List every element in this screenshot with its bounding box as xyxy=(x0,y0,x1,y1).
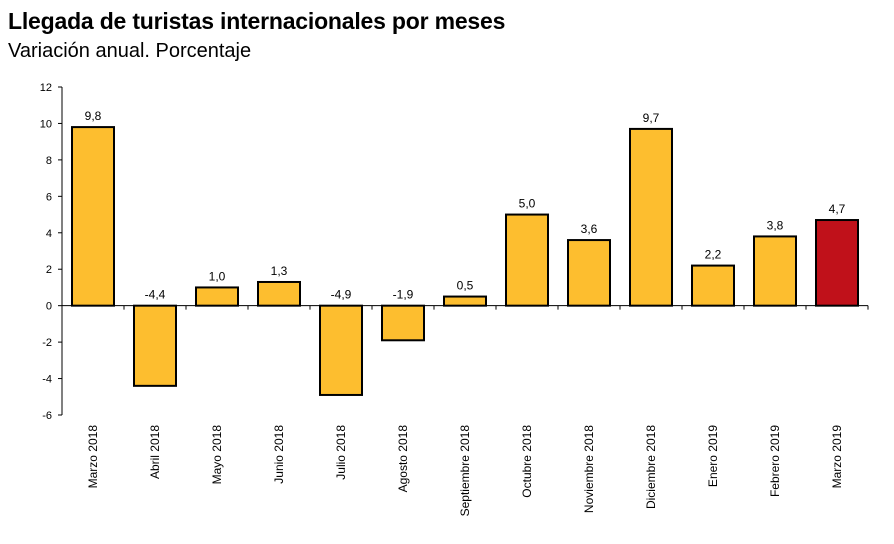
y-tick-label: 10 xyxy=(40,118,52,130)
data-label: -4,4 xyxy=(145,288,166,302)
data-label: 3,6 xyxy=(581,222,598,236)
data-label: 1,0 xyxy=(209,269,226,283)
y-tick-label: 0 xyxy=(46,301,52,313)
bar xyxy=(71,126,115,307)
bar xyxy=(691,264,735,307)
x-category-label: Mayo 2018 xyxy=(210,425,224,485)
x-category-label: Abril 2018 xyxy=(148,425,162,479)
y-tick-label: -6 xyxy=(42,410,52,422)
x-category-label: Enero 2019 xyxy=(706,425,720,487)
bar xyxy=(195,286,239,307)
data-label: -1,9 xyxy=(393,288,414,302)
bar xyxy=(629,127,673,307)
y-tick-label: -4 xyxy=(42,374,52,386)
y-tick-label: 12 xyxy=(40,82,52,94)
bar xyxy=(815,219,859,307)
bar xyxy=(133,304,177,387)
y-tick-label: -2 xyxy=(42,337,52,349)
data-label: 2,2 xyxy=(705,248,722,262)
x-category-label: Febrero 2019 xyxy=(768,425,782,497)
y-tick-label: 4 xyxy=(46,228,52,240)
y-tick-label: 6 xyxy=(46,191,52,203)
bar xyxy=(443,295,487,307)
chart-subtitle: Variación anual. Porcentaje xyxy=(8,40,252,62)
data-label: -4,9 xyxy=(331,288,352,302)
bar xyxy=(567,239,611,307)
y-tick-label: 2 xyxy=(46,264,52,276)
data-label: 9,8 xyxy=(85,109,102,123)
bar xyxy=(505,213,549,307)
data-label: 0,5 xyxy=(457,279,474,293)
x-category-label: Octubre 2018 xyxy=(520,425,534,498)
chart-title: Llegada de turistas internacionales por … xyxy=(8,8,506,34)
x-category-label: Marzo 2019 xyxy=(830,425,844,489)
x-category-label: Junio 2018 xyxy=(272,425,286,484)
x-category-label: Marzo 2018 xyxy=(86,425,100,489)
x-category-label: Septiembre 2018 xyxy=(458,425,472,517)
bar xyxy=(753,235,797,307)
data-label: 3,8 xyxy=(767,218,784,232)
x-category-label: Diciembre 2018 xyxy=(644,425,658,509)
y-tick-label: 8 xyxy=(46,155,52,167)
x-category-label: Noviembre 2018 xyxy=(582,425,596,513)
x-category-label: Julio 2018 xyxy=(334,425,348,480)
bar xyxy=(257,280,301,307)
bar xyxy=(381,304,425,342)
data-label: 9,7 xyxy=(643,111,660,125)
bar xyxy=(319,304,363,396)
data-label: 4,7 xyxy=(829,202,846,216)
data-label: 5,0 xyxy=(519,197,536,211)
x-category-label: Agosto 2018 xyxy=(396,425,410,493)
data-label: 1,3 xyxy=(271,264,288,278)
